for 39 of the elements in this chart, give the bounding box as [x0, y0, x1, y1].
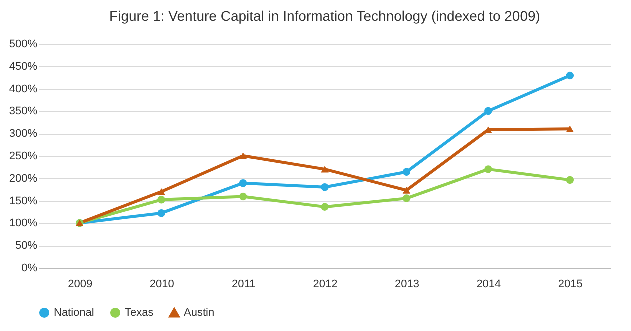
y-tick-label: 300% [9, 128, 38, 140]
y-tick-label: 500% [9, 38, 38, 50]
point [484, 107, 492, 116]
point [239, 179, 248, 188]
point [566, 126, 574, 132]
point [158, 196, 166, 204]
y-tick-label: 250% [9, 150, 38, 162]
y-tick-label: 0% [22, 262, 38, 274]
y-tick-label: 100% [9, 218, 38, 230]
point [402, 168, 411, 176]
point [321, 166, 329, 173]
y-tick-label: 200% [9, 172, 38, 185]
point [239, 192, 248, 201]
point [321, 203, 329, 211]
chart-title: Figure 1: Venture Capital in Information Technology (indexed to 2009) [110, 8, 540, 24]
y-tick-label: 350% [9, 106, 38, 118]
x-tick-label: 2011 [232, 278, 256, 290]
point [158, 188, 166, 196]
point [239, 152, 248, 160]
x-tick-label: 2013 [394, 278, 420, 290]
point [402, 187, 411, 194]
x-tick-label: 2014 [476, 278, 502, 290]
x-tick-label: 2010 [150, 278, 174, 290]
y-tick-label: 50% [15, 240, 38, 252]
x-tick-label: 2009 [68, 278, 93, 290]
legend-label: Texas [125, 306, 154, 319]
y-tick-label: 150% [9, 195, 38, 208]
x-tick-label: 2015 [558, 278, 583, 290]
point [484, 166, 492, 174]
point [158, 209, 166, 218]
y-tick-label: 450% [9, 60, 38, 73]
point [566, 72, 574, 80]
y-tick-label: 400% [9, 83, 38, 96]
point [402, 194, 411, 202]
legend-label: National [54, 306, 94, 319]
legend-label: Austin [184, 307, 215, 320]
point [321, 183, 329, 192]
x-tick-label: 2012 [313, 278, 338, 290]
point [566, 176, 574, 184]
